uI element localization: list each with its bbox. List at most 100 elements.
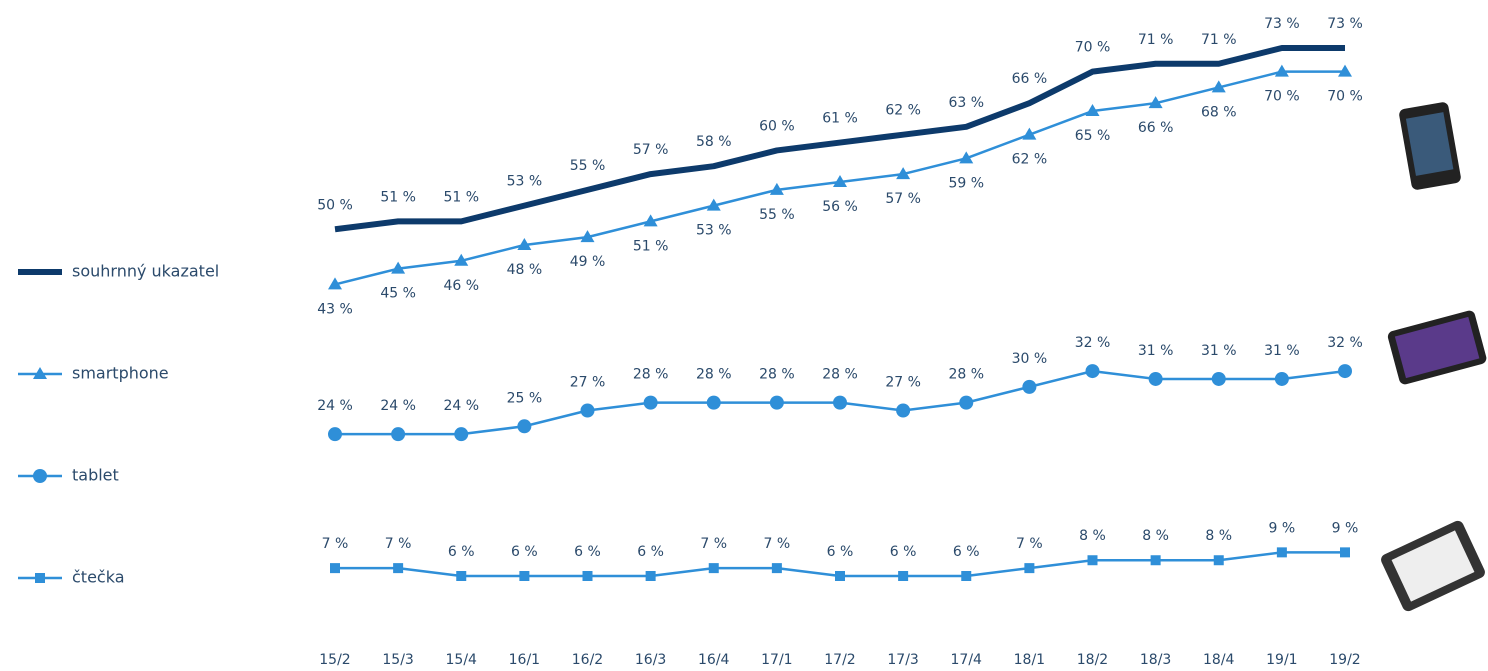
data-label: 57 % bbox=[633, 142, 669, 158]
x-tick-label: 19/2 bbox=[1329, 652, 1360, 668]
data-label: 66 % bbox=[1012, 71, 1048, 87]
marker bbox=[35, 573, 45, 583]
marker bbox=[835, 571, 845, 581]
marker bbox=[33, 469, 47, 483]
marker bbox=[580, 403, 595, 418]
data-label: 49 % bbox=[570, 254, 606, 270]
data-label: 71 % bbox=[1201, 32, 1237, 48]
marker bbox=[33, 367, 47, 379]
data-label: 56 % bbox=[822, 199, 858, 215]
x-tick-label: 15/3 bbox=[382, 652, 413, 668]
marker bbox=[1022, 379, 1037, 394]
x-tick-label: 18/4 bbox=[1203, 652, 1235, 668]
data-label: 6 % bbox=[890, 544, 917, 560]
data-label: 50 % bbox=[317, 197, 353, 213]
data-label: 31 % bbox=[1201, 343, 1237, 359]
data-label: 57 % bbox=[885, 191, 921, 207]
data-label: 63 % bbox=[948, 95, 984, 111]
marker bbox=[517, 238, 532, 251]
marker bbox=[328, 427, 342, 442]
marker bbox=[580, 230, 595, 243]
data-label: 25 % bbox=[507, 390, 543, 406]
data-label: 6 % bbox=[953, 544, 980, 560]
data-label: 65 % bbox=[1075, 128, 1111, 144]
marker bbox=[1274, 64, 1289, 77]
data-label: 28 % bbox=[696, 367, 732, 383]
series-line bbox=[334, 45, 1345, 233]
data-label: 8 % bbox=[1142, 528, 1169, 544]
marker bbox=[959, 151, 974, 164]
data-label: 32 % bbox=[1327, 335, 1363, 351]
x-tick-label: 17/4 bbox=[951, 652, 983, 668]
data-label: 7 % bbox=[700, 536, 727, 552]
marker bbox=[1085, 364, 1100, 379]
data-label: 28 % bbox=[822, 367, 858, 383]
x-tick-label: 17/3 bbox=[887, 652, 918, 668]
data-label: 7 % bbox=[322, 536, 349, 552]
data-label: 51 % bbox=[633, 238, 669, 254]
marker bbox=[1024, 563, 1035, 574]
marker bbox=[1213, 555, 1224, 566]
data-label: 32 % bbox=[1075, 335, 1111, 351]
data-label: 6 % bbox=[574, 544, 601, 560]
marker bbox=[898, 571, 909, 581]
data-label: 6 % bbox=[637, 544, 664, 560]
marker bbox=[454, 253, 469, 266]
data-label: 9 % bbox=[1269, 520, 1296, 536]
marker bbox=[643, 214, 658, 227]
marker bbox=[833, 395, 847, 410]
legend-label: souhrnný ukazatel bbox=[72, 262, 219, 281]
marker bbox=[1150, 555, 1161, 566]
device-icons bbox=[1381, 102, 1487, 612]
legend-label: smartphone bbox=[72, 364, 169, 383]
marker bbox=[771, 563, 782, 574]
data-label: 62 % bbox=[885, 103, 921, 119]
data-label: 7 % bbox=[764, 536, 791, 552]
x-tick-label: 18/2 bbox=[1077, 652, 1108, 668]
data-label: 51 % bbox=[380, 189, 416, 205]
data-label: 62 % bbox=[1012, 152, 1048, 168]
data-label: 58 % bbox=[696, 134, 732, 150]
marker bbox=[1276, 547, 1287, 558]
data-label: 45 % bbox=[380, 286, 416, 302]
x-tick-label: 16/1 bbox=[509, 652, 540, 668]
marker bbox=[896, 167, 911, 180]
marker bbox=[1338, 64, 1352, 77]
data-label: 30 % bbox=[1012, 351, 1048, 367]
data-label: 70 % bbox=[1075, 40, 1111, 56]
data-label: 46 % bbox=[443, 278, 479, 294]
x-tick-label: 15/4 bbox=[446, 652, 478, 668]
data-label: 73 % bbox=[1264, 16, 1300, 32]
x-tick-label: 19/1 bbox=[1266, 652, 1297, 668]
marker bbox=[896, 403, 911, 418]
marker bbox=[582, 571, 593, 581]
data-label: 28 % bbox=[759, 367, 795, 383]
data-label: 73 % bbox=[1327, 16, 1363, 32]
marker bbox=[1211, 371, 1226, 386]
x-tick-label: 17/1 bbox=[761, 652, 792, 668]
data-label: 9 % bbox=[1332, 520, 1359, 536]
data-label: 71 % bbox=[1138, 32, 1174, 48]
data-label: 31 % bbox=[1138, 343, 1174, 359]
marker bbox=[1087, 555, 1098, 566]
marker bbox=[708, 563, 719, 574]
data-label: 66 % bbox=[1138, 120, 1174, 136]
data-label: 43 % bbox=[317, 301, 353, 317]
data-label: 70 % bbox=[1327, 89, 1363, 105]
marker bbox=[706, 395, 721, 410]
x-tick-label: 16/2 bbox=[572, 652, 603, 668]
data-label: 27 % bbox=[570, 375, 606, 391]
marker bbox=[769, 182, 784, 195]
marker bbox=[393, 563, 404, 574]
marker bbox=[330, 563, 340, 574]
marker bbox=[1148, 371, 1163, 386]
marker bbox=[1085, 104, 1100, 117]
data-label: 51 % bbox=[443, 189, 479, 205]
data-label: 8 % bbox=[1205, 528, 1232, 544]
data-label: 6 % bbox=[448, 544, 475, 560]
marker bbox=[456, 571, 467, 581]
marker bbox=[959, 395, 974, 410]
data-label: 28 % bbox=[633, 367, 669, 383]
data-label: 31 % bbox=[1264, 343, 1300, 359]
